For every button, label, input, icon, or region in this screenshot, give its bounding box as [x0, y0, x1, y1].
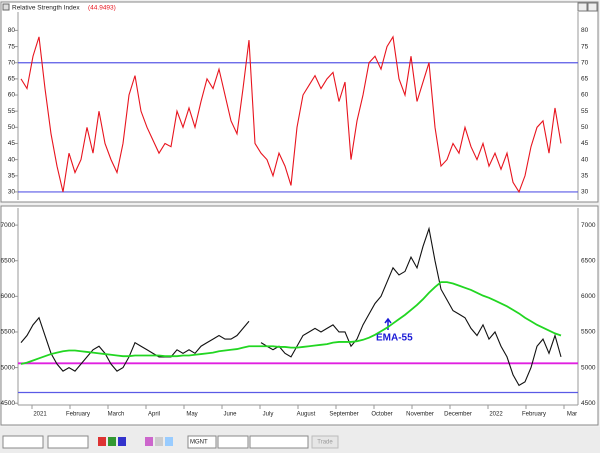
x-tick-label: May	[186, 412, 197, 418]
x-tick-label: February	[522, 412, 546, 418]
y-tick-label-right: 50	[581, 124, 589, 131]
dropdown[interactable]	[2, 435, 44, 449]
dropdown[interactable]	[217, 435, 249, 449]
close-button[interactable]	[587, 2, 598, 12]
color-button[interactable]	[118, 437, 126, 446]
x-tick-label: October	[371, 412, 392, 418]
x-tick-label: April	[148, 412, 160, 418]
panel-icon	[2, 3, 10, 11]
y-tick-label: 60	[8, 92, 16, 99]
y-tick-label: 50	[8, 124, 16, 131]
x-tick-label: 2022	[489, 412, 503, 418]
x-tick-label: June	[223, 412, 237, 418]
y-tick-label-right: 6000	[581, 293, 596, 300]
y-tick-label-right: 6500	[581, 257, 596, 264]
y-tick-label: 45	[8, 140, 16, 147]
y-tick-label: 7000	[1, 222, 16, 229]
y-tick-label-right: 60	[581, 92, 589, 99]
series-line	[20, 35, 562, 194]
y-tick-label: 5000	[1, 364, 16, 371]
y-tick-label-right: 40	[581, 156, 589, 163]
y-tick-label-right: 70	[581, 59, 589, 66]
annotation: EMA-55	[376, 333, 413, 344]
x-tick-label: 2021	[33, 412, 47, 418]
tool-button[interactable]	[145, 437, 153, 446]
tool-button[interactable]	[155, 437, 163, 446]
annotation-arrow	[384, 317, 392, 330]
series-line	[20, 226, 562, 387]
x-tick-label: July	[263, 412, 274, 418]
rsi-panel	[0, 1, 599, 203]
y-tick-label: 5500	[1, 329, 16, 336]
trade-label: Trade	[317, 440, 333, 446]
y-tick-label-right: 75	[581, 43, 589, 50]
y-tick-label: 6500	[1, 257, 16, 264]
y-tick-label-right: 35	[581, 172, 589, 179]
y-tick-label: 65	[8, 76, 16, 83]
y-tick-label: 55	[8, 108, 16, 115]
x-tick-label: November	[406, 412, 434, 418]
x-tick-label: September	[329, 412, 358, 418]
tool-button[interactable]	[165, 437, 173, 446]
y-tick-label: 40	[8, 156, 16, 163]
minimize-button[interactable]	[577, 2, 588, 12]
y-tick-label-right: 55	[581, 108, 589, 115]
rsi-value: (44.9493)	[88, 5, 116, 12]
x-tick-label: March	[108, 412, 125, 418]
y-tick-label-right: 7000	[581, 222, 596, 229]
color-button[interactable]	[98, 437, 106, 446]
trade-button[interactable]	[311, 435, 339, 449]
y-tick-label-right: 45	[581, 140, 589, 147]
y-tick-label-right: 5500	[581, 329, 596, 336]
x-tick-label: Mar	[567, 412, 577, 418]
symbol: MGNT	[190, 440, 208, 446]
toolbar: MGNT Trade	[0, 427, 600, 453]
x-tick-label: December	[444, 412, 472, 418]
y-tick-label-right: 80	[581, 27, 589, 34]
y-tick-label: 4500	[1, 400, 16, 407]
y-tick-label: 75	[8, 43, 16, 50]
y-tick-label-right: 65	[581, 76, 589, 83]
y-tick-label: 30	[8, 189, 16, 196]
dropdown[interactable]	[249, 435, 309, 449]
y-tick-label-right: 30	[581, 189, 589, 196]
rsi-title: Relative Strength Index	[12, 5, 80, 12]
y-tick-label-right: 4500	[581, 400, 596, 407]
dropdown[interactable]	[47, 435, 89, 449]
x-tick-label: February	[66, 412, 90, 418]
y-tick-label: 6000	[1, 293, 16, 300]
y-tick-label: 35	[8, 172, 16, 179]
symbol-box[interactable]	[187, 435, 217, 449]
y-tick-label-right: 5000	[581, 364, 596, 371]
price-panel	[0, 205, 599, 426]
y-tick-label: 80	[8, 27, 16, 34]
series-line	[20, 281, 562, 365]
y-tick-label: 70	[8, 59, 16, 66]
x-tick-label: August	[297, 412, 316, 418]
color-button[interactable]	[108, 437, 116, 446]
